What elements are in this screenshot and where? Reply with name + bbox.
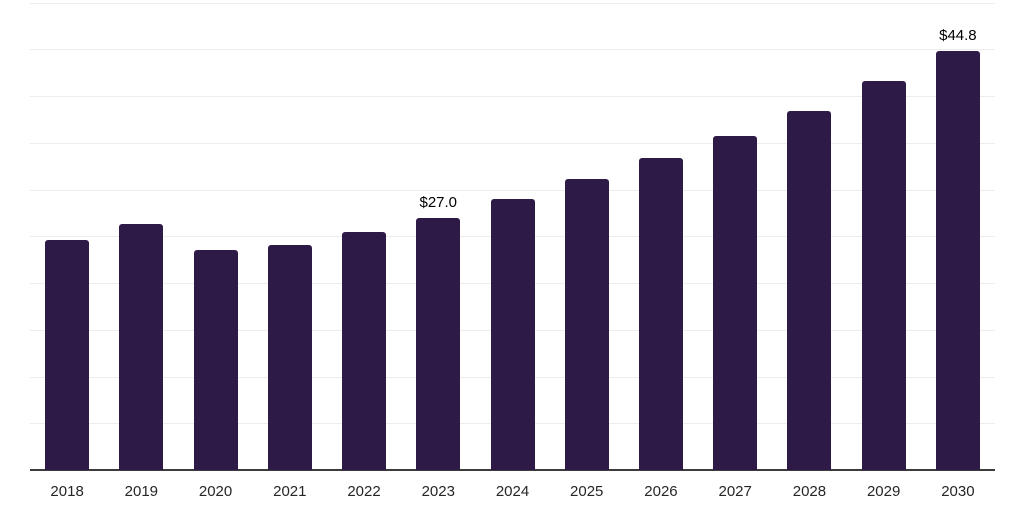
x-axis-label: 2023: [421, 483, 455, 500]
bar: [564, 179, 609, 470]
gridline: [30, 142, 995, 144]
x-axis-label: 2026: [644, 483, 678, 500]
x-axis-label: 2021: [273, 483, 307, 500]
x-axis-label: 2027: [718, 483, 752, 500]
x-axis-label: 2030: [941, 483, 975, 500]
x-axis-label: 2024: [495, 483, 530, 500]
bar: [787, 110, 832, 470]
bar: [416, 217, 461, 470]
value-label: $44.8: [939, 27, 977, 45]
x-axis-label: 2020: [198, 483, 233, 500]
gridline: [30, 189, 995, 191]
bar: [861, 81, 906, 470]
bar: [193, 250, 238, 470]
bar: [638, 157, 683, 470]
x-axis-label: 2028: [792, 483, 827, 500]
gridline: [30, 49, 995, 51]
x-axis-label: 2019: [124, 483, 159, 500]
x-axis-label: 2022: [347, 483, 381, 500]
bar: [119, 224, 164, 470]
x-axis-line: [30, 469, 995, 471]
gridline: [30, 2, 995, 4]
x-axis-label: 2029: [866, 483, 901, 500]
bar: [713, 136, 758, 470]
gridline: [30, 96, 995, 97]
bar: [45, 239, 90, 470]
x-axis-label: 2025: [570, 483, 604, 500]
bar: [490, 198, 535, 470]
bar: [267, 244, 312, 470]
value-label: $27.0: [419, 193, 458, 211]
bar: [342, 231, 387, 470]
bar: [935, 51, 980, 470]
x-axis-label: 2018: [50, 483, 84, 500]
